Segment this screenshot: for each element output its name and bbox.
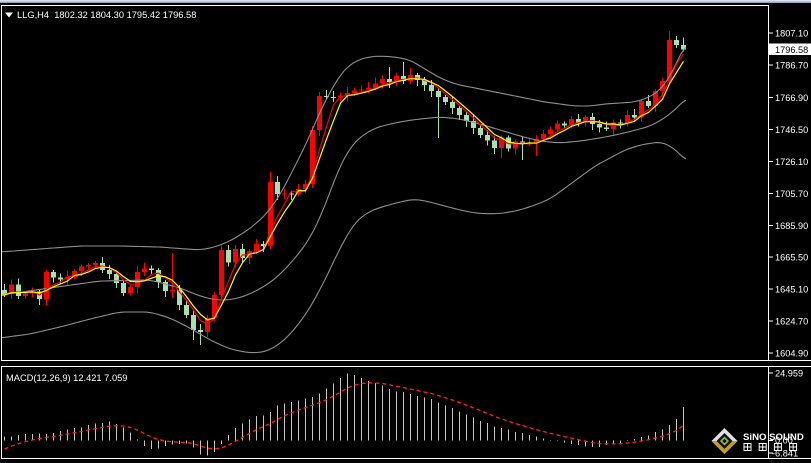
svg-text:1726.10: 1726.10 bbox=[775, 157, 808, 167]
svg-text:1766.90: 1766.90 bbox=[775, 93, 808, 103]
svg-text:1796.58: 1796.58 bbox=[775, 45, 808, 55]
svg-text:24.959: 24.959 bbox=[775, 369, 803, 379]
svg-text:1685.90: 1685.90 bbox=[775, 221, 808, 231]
svg-text:-6.841: -6.841 bbox=[772, 449, 798, 459]
svg-text:1705.70: 1705.70 bbox=[775, 189, 808, 199]
svg-text:LLG,H4 1802.32 1804.30 1795.4: LLG,H4 1802.32 1804.30 1795.42 1796.58 bbox=[17, 10, 196, 20]
svg-text:MACD(12,26,9) 12.421 7.059: MACD(12,26,9) 12.421 7.059 bbox=[6, 373, 127, 383]
svg-text:0.00: 0.00 bbox=[775, 436, 793, 446]
svg-text:1624.70: 1624.70 bbox=[775, 317, 808, 327]
svg-text:1645.10: 1645.10 bbox=[775, 285, 808, 295]
svg-text:1746.50: 1746.50 bbox=[775, 125, 808, 135]
svg-text:1604.90: 1604.90 bbox=[775, 349, 808, 359]
svg-text:SiNO SOUND: SiNO SOUND bbox=[743, 432, 804, 443]
svg-text:1665.50: 1665.50 bbox=[775, 253, 808, 263]
svg-text:1786.70: 1786.70 bbox=[775, 61, 808, 71]
svg-text:1807.10: 1807.10 bbox=[775, 29, 808, 39]
